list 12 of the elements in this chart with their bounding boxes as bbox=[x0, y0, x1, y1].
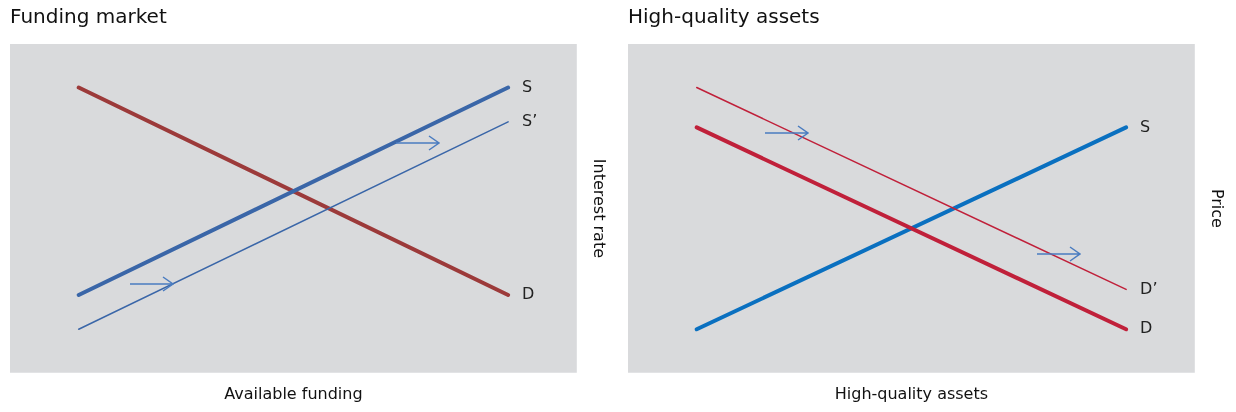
y-axis-title: Price bbox=[1208, 188, 1228, 228]
series-label: S’ bbox=[522, 111, 538, 130]
x-axis-title: Available funding bbox=[224, 383, 363, 403]
series-label: D bbox=[1140, 318, 1153, 338]
series-label: D’ bbox=[1140, 278, 1158, 298]
y-axis-title: Interest rate bbox=[590, 158, 610, 259]
series-label: S bbox=[1140, 116, 1151, 136]
series-label: D bbox=[522, 284, 535, 304]
series-label: S bbox=[522, 76, 533, 96]
chart-title: High-quality assets bbox=[628, 4, 820, 29]
chart-title: Funding market bbox=[10, 4, 167, 29]
x-axis-title: High-quality assets bbox=[834, 383, 989, 403]
